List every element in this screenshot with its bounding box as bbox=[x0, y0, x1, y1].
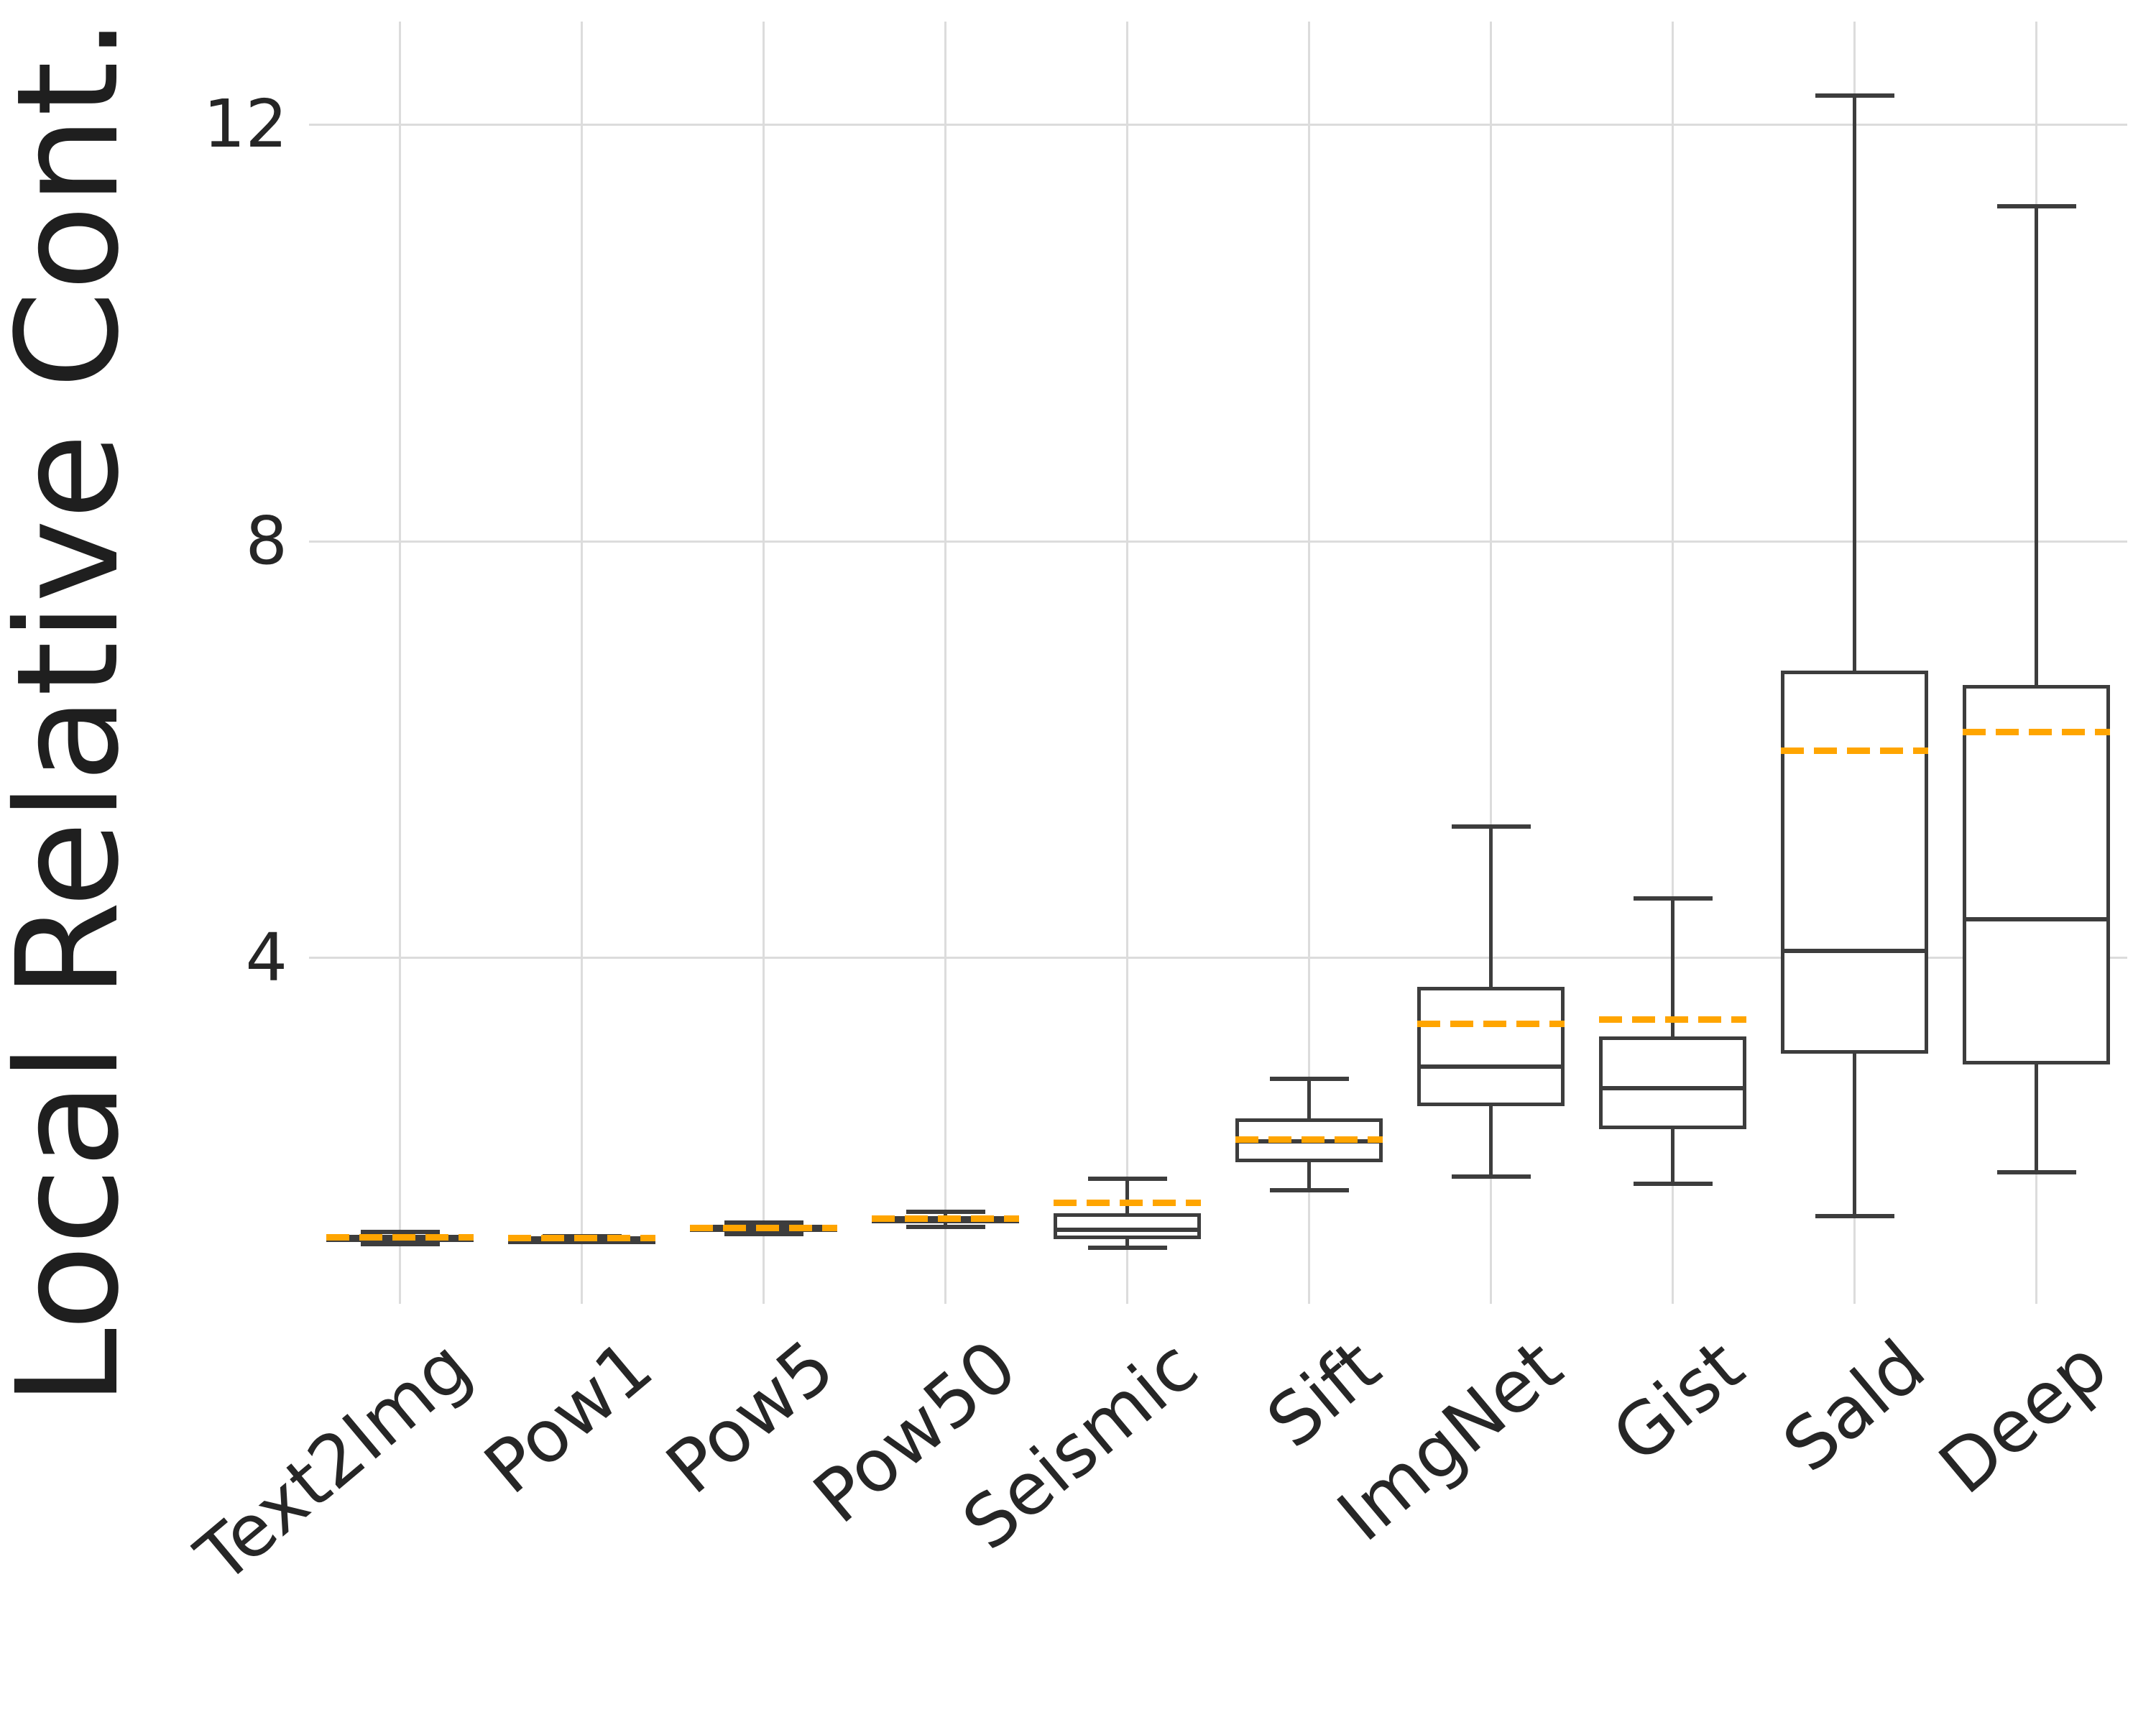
whisker-cap-upper bbox=[1815, 93, 1894, 98]
vertical-gridline bbox=[1490, 22, 1492, 1304]
whisker-cap-upper bbox=[1996, 203, 2076, 208]
whisker-cap-lower bbox=[724, 1231, 803, 1236]
mean-line bbox=[1235, 1136, 1383, 1143]
mean-line bbox=[1963, 728, 2110, 735]
median-line bbox=[1057, 1228, 1197, 1233]
mean-line bbox=[508, 1235, 655, 1242]
y-tick-label: 12 bbox=[203, 86, 287, 163]
whisker-cap-lower bbox=[906, 1224, 985, 1229]
median-line bbox=[1784, 948, 1925, 953]
vertical-gridline bbox=[1672, 22, 1674, 1304]
whisker bbox=[1853, 95, 1856, 1217]
x-tick-label-text2img: Text2Img bbox=[180, 1324, 487, 1599]
horizontal-gridline bbox=[309, 957, 2127, 960]
whisker-cap-lower bbox=[1815, 1214, 1894, 1219]
iqr-box bbox=[1599, 1036, 1746, 1129]
mean-line bbox=[326, 1233, 474, 1241]
median-line bbox=[1966, 917, 2106, 922]
mean-line bbox=[1054, 1199, 1201, 1206]
whisker-cap-upper bbox=[1087, 1177, 1167, 1182]
x-tick-label-deep: Deep bbox=[1923, 1324, 2123, 1511]
whisker-cap-lower bbox=[1996, 1170, 2076, 1175]
mean-line bbox=[1417, 1020, 1565, 1027]
whisker-cap-lower bbox=[1087, 1245, 1167, 1250]
whisker-cap-upper bbox=[1451, 824, 1531, 829]
median-line bbox=[1603, 1086, 1743, 1090]
x-tick-label-gist: Gist bbox=[1596, 1324, 1759, 1479]
x-tick-label-sift: Sift bbox=[1250, 1324, 1396, 1464]
iqr-box bbox=[1417, 987, 1565, 1106]
vertical-gridline bbox=[581, 22, 583, 1304]
whisker bbox=[1125, 1179, 1129, 1248]
vertical-gridline bbox=[763, 22, 765, 1304]
whisker-cap-upper bbox=[1633, 896, 1713, 901]
vertical-gridline bbox=[1126, 22, 1128, 1304]
whisker-cap-lower bbox=[1633, 1182, 1713, 1187]
iqr-box bbox=[1781, 670, 1928, 1054]
y-tick-label: 8 bbox=[245, 502, 287, 580]
whisker-cap-lower bbox=[360, 1242, 440, 1247]
horizontal-gridline bbox=[309, 540, 2127, 543]
vertical-gridline bbox=[399, 22, 401, 1304]
iqr-box bbox=[1963, 685, 2110, 1064]
vertical-gridline bbox=[944, 22, 946, 1304]
whisker-cap-upper bbox=[360, 1230, 440, 1234]
whisker-cap-upper bbox=[1269, 1076, 1349, 1081]
vertical-gridline bbox=[1308, 22, 1310, 1304]
horizontal-gridline bbox=[309, 123, 2127, 126]
y-tick-label: 4 bbox=[245, 919, 287, 996]
mean-line bbox=[690, 1224, 837, 1231]
iqr-box bbox=[1054, 1213, 1201, 1240]
x-tick-label-pow1: Pow1 bbox=[469, 1324, 668, 1510]
median-line bbox=[1421, 1064, 1561, 1069]
whisker-cap-lower bbox=[1269, 1188, 1349, 1193]
whisker-cap-upper bbox=[906, 1210, 985, 1215]
mean-line bbox=[1781, 747, 1928, 754]
mean-line bbox=[872, 1215, 1019, 1222]
mean-line bbox=[1599, 1016, 1746, 1023]
whisker-cap-lower bbox=[1451, 1174, 1531, 1179]
x-tick-label-sald: Sald bbox=[1768, 1324, 1941, 1489]
whisker-cap-upper bbox=[724, 1220, 803, 1225]
